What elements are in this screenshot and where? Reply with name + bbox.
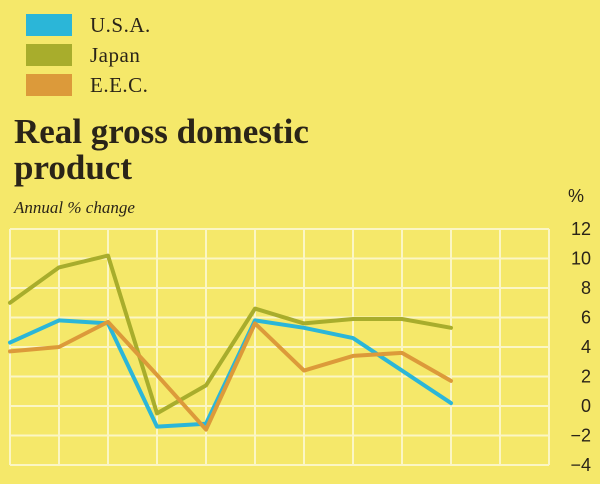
y-tick-label: 12 [571, 219, 591, 239]
y-tick-label: 8 [581, 278, 591, 298]
series-line-japan [8, 253, 453, 416]
y-tick-label: −2 [570, 426, 591, 446]
chart-title: Real gross domestic product [14, 112, 309, 187]
y-tick-label: 0 [581, 396, 591, 416]
legend-swatch-eec [26, 74, 72, 96]
y-axis-unit: % [568, 186, 585, 206]
y-tick-label: 4 [581, 337, 591, 357]
legend: U.S.A. Japan E.E.C. [26, 10, 151, 100]
y-tick-label: 2 [581, 367, 591, 387]
y-tick-label: 6 [581, 308, 591, 328]
legend-label-japan: Japan [90, 42, 141, 67]
legend-swatch-japan [26, 44, 72, 66]
legend-item-usa: U.S.A. [26, 10, 151, 40]
y-tick-label: −4 [570, 455, 591, 475]
y-tick-label: 10 [571, 249, 591, 269]
legend-item-japan: Japan [26, 40, 151, 70]
legend-item-eec: E.E.C. [26, 70, 151, 100]
legend-swatch-usa [26, 14, 72, 36]
legend-label-usa: U.S.A. [90, 12, 151, 37]
series-line-eec [8, 319, 453, 432]
chart-subtitle: Annual % change [14, 198, 135, 217]
legend-label-eec: E.E.C. [90, 72, 149, 97]
